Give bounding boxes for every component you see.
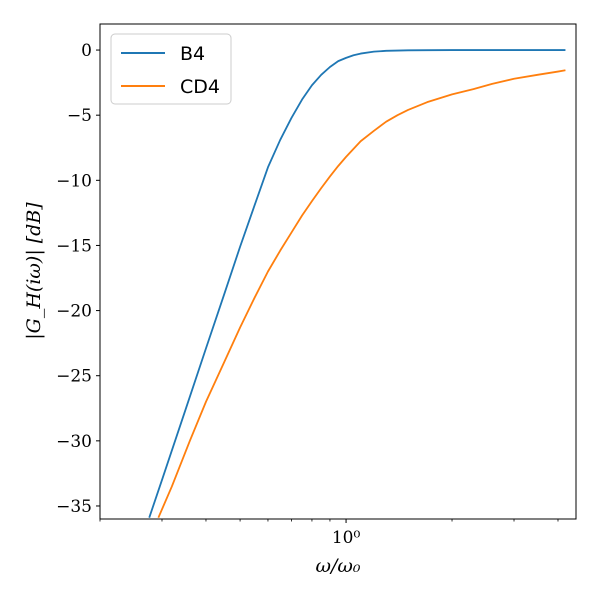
y-tick-label: −35 [56,497,92,517]
x-tick-label: 10⁰ [332,528,361,548]
series-line-b4 [148,49,566,518]
y-tick-label: −10 [56,171,92,191]
legend-label-b4: B4 [180,43,205,65]
y-tick-label: −20 [56,302,92,322]
x-axis-label: ω/ω₀ [315,555,360,577]
y-tick-label: 0 [81,41,92,61]
y-tick-label: −5 [67,106,92,126]
legend-label-cd4: CD4 [180,76,220,98]
series-layer [148,49,566,519]
plot-frame [99,23,577,520]
legend: B4 CD4 [110,33,232,105]
series-line-cd4 [157,69,566,519]
y-axis-label: |G_H(iω)| [dB] [23,202,45,340]
ticks-layer: 0 −5 −10 −15 −20 −25 −30 −35 10⁰ [56,41,559,548]
y-tick-label: −30 [56,432,92,452]
y-tick-label: −25 [56,367,92,387]
y-tick-label: −15 [56,236,92,256]
